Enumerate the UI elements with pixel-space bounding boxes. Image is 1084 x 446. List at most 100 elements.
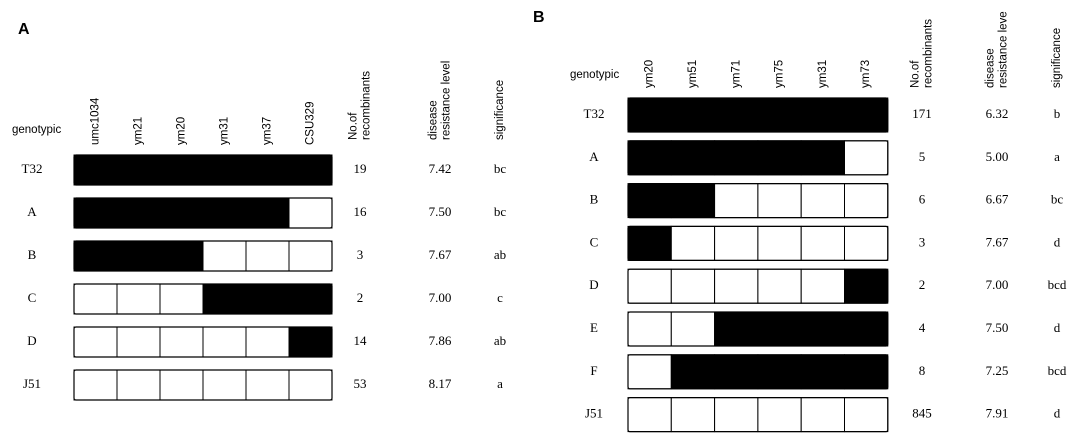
cell-significance: bc (494, 204, 507, 219)
genotype-cell (670, 140, 716, 176)
cell-significance: b (1054, 106, 1061, 121)
genotype-cell (116, 197, 161, 229)
panel-label: B (533, 9, 545, 26)
genotype-cell (627, 311, 672, 347)
genotype-cell (245, 369, 290, 401)
row-name: T32 (22, 161, 43, 176)
genotype-cell (800, 397, 846, 433)
genotype-cell (757, 397, 802, 433)
genotype-cell (714, 225, 759, 261)
row-name: J51 (23, 376, 41, 391)
row-frame (73, 197, 333, 229)
genotype-cell (116, 154, 161, 186)
genotype-cell (844, 311, 889, 347)
cell-significance: d (1054, 406, 1061, 421)
genotype-cell (627, 397, 672, 433)
row-name: C (28, 290, 37, 305)
row-name: B (590, 192, 599, 207)
genotype-cell (202, 197, 247, 229)
genotype-cell (116, 240, 161, 272)
genotype-cell (288, 197, 333, 229)
row-frame (627, 140, 889, 176)
genotype-cell (159, 240, 204, 272)
genotype-cell (116, 326, 161, 358)
genotype-cell (627, 97, 672, 133)
genotype-cell (202, 154, 247, 186)
genotype-cell (627, 268, 672, 304)
genotype-cell (844, 397, 889, 433)
cell-recombinants: 53 (354, 376, 367, 391)
genotype-cell (844, 183, 889, 219)
genotype-cell (202, 369, 247, 401)
row-name: A (589, 149, 599, 164)
cell-level: 5.00 (986, 149, 1009, 164)
row-frame (627, 97, 889, 133)
cell-level: 6.32 (986, 106, 1009, 121)
marker-label: ym75 (774, 60, 786, 88)
column-header: significance (1051, 28, 1063, 88)
cell-significance: ab (494, 333, 506, 348)
cell-significance: bc (1051, 192, 1064, 207)
cell-significance: a (497, 376, 503, 391)
genotype-cell (757, 354, 802, 390)
genotype-cell (245, 240, 290, 272)
cell-recombinants: 3 (919, 234, 926, 249)
genotype-cell (670, 354, 716, 390)
cell-significance: d (1054, 320, 1061, 335)
cell-recombinants: 19 (354, 161, 367, 176)
genotype-cell (670, 311, 716, 347)
row-name: J51 (585, 406, 603, 421)
cell-recombinants: 6 (919, 192, 926, 207)
genotype-cell (670, 397, 716, 433)
genotype-cell (202, 326, 247, 358)
genotype-cell (800, 183, 846, 219)
genotype-cell (714, 97, 759, 133)
genotype-cell (159, 326, 204, 358)
genotype-cell (116, 283, 161, 315)
genotype-cell (159, 154, 204, 186)
genotype-cell (73, 154, 118, 186)
column-header: recombinants (923, 19, 935, 88)
row-frame (627, 397, 889, 433)
cell-recombinants: 8 (919, 363, 926, 378)
genotype-cell (627, 183, 672, 219)
cell-level: 7.91 (986, 406, 1009, 421)
column-header: significance (494, 80, 506, 140)
column-header: recombinants (361, 71, 373, 140)
cell-recombinants: 14 (354, 333, 368, 348)
genotype-cell (627, 354, 672, 390)
row-name: D (27, 333, 36, 348)
row-header: genotypic (12, 124, 61, 136)
cell-recombinants: 2 (919, 277, 926, 292)
genotype-cell (73, 326, 118, 358)
marker-label: ym73 (860, 60, 872, 88)
column-header: resistance level (441, 61, 453, 140)
cell-significance: bcd (1048, 277, 1067, 292)
cell-level: 7.42 (429, 161, 452, 176)
cell-recombinants: 2 (357, 290, 364, 305)
panel-label: A (18, 21, 30, 38)
row-frame (73, 283, 333, 315)
cell-significance: d (1054, 234, 1061, 249)
row-frame (627, 183, 889, 219)
genotype-cell (800, 268, 846, 304)
column-header: No.of (910, 60, 922, 88)
genotype-cell (202, 240, 247, 272)
genotype-cell (627, 225, 672, 261)
marker-label: ym20 (644, 60, 656, 88)
genotype-cell (844, 97, 889, 133)
genotype-cell (757, 183, 802, 219)
cell-level: 7.00 (429, 290, 452, 305)
cell-level: 7.67 (429, 247, 452, 262)
genotype-cell (800, 140, 846, 176)
row-name: F (590, 363, 597, 378)
genotype-cell (73, 283, 118, 315)
marker-label: umc1034 (90, 97, 102, 145)
genotype-cell (757, 268, 802, 304)
row-name: T32 (584, 106, 605, 121)
row-frame (627, 268, 889, 304)
genotype-cell (670, 183, 716, 219)
marker-label: ym20 (176, 117, 188, 145)
row-frame (73, 154, 333, 186)
genotype-cell (159, 369, 204, 401)
